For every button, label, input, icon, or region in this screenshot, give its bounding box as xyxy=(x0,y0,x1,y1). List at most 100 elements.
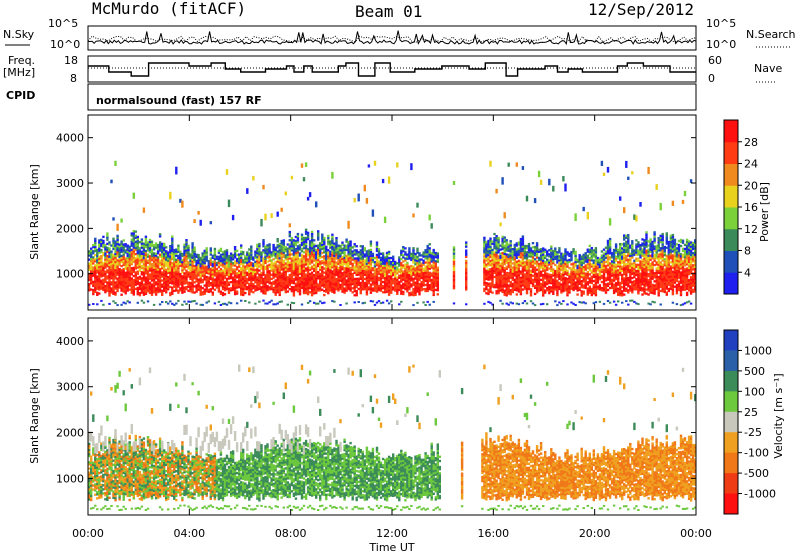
echo-cell xyxy=(351,276,354,280)
echo-cell xyxy=(185,271,188,274)
echo-cell xyxy=(355,253,358,256)
echo-cell xyxy=(211,271,214,274)
echo-cell xyxy=(274,263,277,266)
echo-cell xyxy=(519,262,523,265)
echo-cell xyxy=(485,275,488,278)
echo-cell xyxy=(323,249,326,252)
echo-cell xyxy=(132,192,135,199)
echo-cell xyxy=(552,278,555,281)
echo-cell xyxy=(359,263,362,266)
echo-cell xyxy=(169,269,172,272)
echo-cell xyxy=(276,252,279,255)
echo-cell xyxy=(138,253,142,256)
echo-cell xyxy=(98,247,101,250)
echo-cell xyxy=(465,249,468,252)
echo-cell xyxy=(209,273,212,277)
echo-cell xyxy=(432,291,435,295)
echo-cell xyxy=(542,257,545,260)
echo-cell xyxy=(272,266,275,269)
echo-cell xyxy=(296,257,300,260)
echo-cell xyxy=(428,261,431,264)
echo-cell xyxy=(315,267,318,270)
echo-cell xyxy=(294,270,298,273)
echo-cell xyxy=(199,275,202,278)
echo-cell xyxy=(335,273,338,277)
echo-cell xyxy=(525,292,529,295)
echo-cell xyxy=(432,267,435,270)
echo-cell xyxy=(363,288,366,291)
echo-cell xyxy=(387,293,391,296)
echo-cell xyxy=(558,281,561,285)
echo-cell xyxy=(256,268,259,271)
echo-cell xyxy=(491,260,494,264)
echo-cell xyxy=(124,249,127,252)
echo-cell xyxy=(465,303,468,306)
echo-cell xyxy=(570,281,573,284)
echo-cell xyxy=(112,239,115,242)
echo-cell xyxy=(163,283,166,286)
echo-cell xyxy=(203,255,206,259)
echo-cell xyxy=(171,266,174,269)
echo-cell xyxy=(154,293,158,296)
echo-cell xyxy=(343,281,346,284)
echo-cell xyxy=(163,244,166,248)
echo-cell xyxy=(558,285,561,289)
echo-cell xyxy=(270,283,273,287)
echo-cell xyxy=(197,266,200,269)
echo-cell xyxy=(515,289,518,292)
echo-cell xyxy=(515,270,518,274)
echo-cell xyxy=(235,292,239,295)
echo-cell xyxy=(373,160,377,166)
echo-cell xyxy=(144,253,148,257)
echo-cell xyxy=(359,261,362,264)
echo-cell xyxy=(353,265,356,268)
echo-cell xyxy=(94,274,97,277)
echo-cell xyxy=(396,272,399,275)
echo-cell xyxy=(213,262,217,265)
echo-cell xyxy=(272,270,275,273)
echo-cell xyxy=(574,265,577,268)
echo-cell xyxy=(221,293,225,297)
echo-cell xyxy=(167,259,170,262)
echo-cell xyxy=(531,262,535,265)
echo-cell xyxy=(337,279,340,282)
echo-cell xyxy=(100,265,103,268)
echo-cell xyxy=(233,268,237,271)
echo-cell xyxy=(268,280,271,283)
echo-cell xyxy=(124,286,127,289)
echo-cell xyxy=(124,290,127,293)
echo-cell xyxy=(100,238,103,241)
echo-cell xyxy=(185,286,188,289)
echo-cell xyxy=(110,258,113,261)
echo-cell xyxy=(495,282,498,285)
echo-cell xyxy=(136,301,139,304)
echo-cell xyxy=(308,246,312,249)
echo-cell xyxy=(240,258,243,261)
echo-cell xyxy=(203,290,206,293)
echo-cell xyxy=(363,301,366,304)
echo-cell xyxy=(329,279,332,282)
echo-cell xyxy=(248,256,251,259)
echo-cell xyxy=(365,198,369,204)
echo-cell xyxy=(580,294,583,297)
echo-cell xyxy=(197,255,200,259)
echo-cell xyxy=(130,283,133,286)
echo-cell xyxy=(156,278,160,281)
echo-cell xyxy=(416,290,419,293)
echo-cell xyxy=(114,248,117,251)
echo-cell xyxy=(383,216,387,224)
echo-cell xyxy=(487,252,490,255)
echo-cell xyxy=(544,277,547,280)
echo-cell xyxy=(118,280,121,283)
echo-cell xyxy=(580,265,583,268)
echo-cell xyxy=(513,282,516,285)
echo-cell xyxy=(187,263,190,266)
echo-cell xyxy=(175,258,178,261)
echo-cell xyxy=(383,289,387,292)
nsearch-label: N.Search xyxy=(746,28,796,41)
echo-cell xyxy=(171,282,174,285)
date-title: 12/Sep/2012 xyxy=(588,0,694,19)
echo-cell xyxy=(294,256,298,259)
echo-cell xyxy=(333,252,336,255)
echo-cell xyxy=(343,262,346,266)
